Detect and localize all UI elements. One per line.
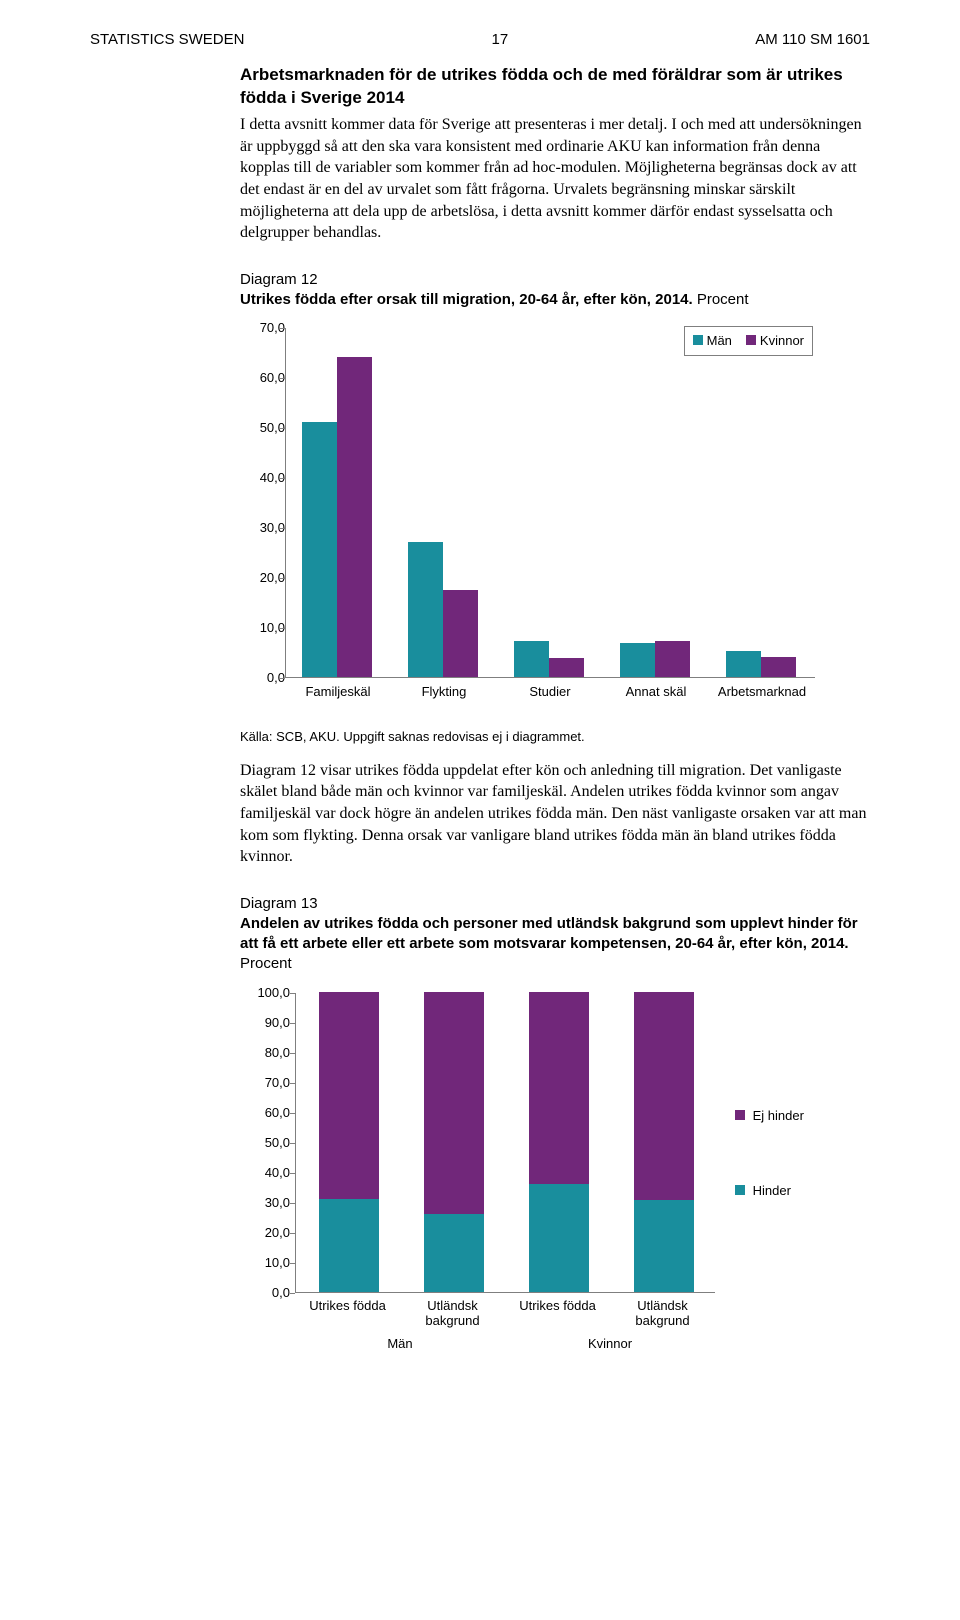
segment-ej-hinder	[529, 992, 589, 1184]
segment-hinder	[424, 1214, 484, 1292]
section-title: Arbetsmarknaden för de utrikes födda och…	[240, 64, 870, 110]
y-tick-label: 40,0	[245, 469, 285, 487]
y-tick-label: 60,0	[245, 1104, 290, 1122]
stacked-bar	[634, 992, 694, 1292]
bar-men	[408, 542, 443, 677]
y-tick-label: 0,0	[245, 1284, 290, 1302]
y-tick-label: 80,0	[245, 1044, 290, 1062]
stacked-bar	[319, 992, 379, 1292]
segment-hinder	[634, 1200, 694, 1292]
diagram13-chart: Ej hinder Hinder 0,0 10,0 20,0 30,0 40,0 50,0…	[240, 983, 840, 1383]
diagram13-title-rest: Procent	[240, 955, 292, 972]
y-tick-label: 30,0	[245, 519, 285, 537]
y-tick-label: 10,0	[245, 619, 285, 637]
diagram13-title-bold: Andelen av utrikes födda och personer me…	[240, 915, 858, 952]
bar-women	[443, 590, 478, 678]
legend-item-women: Kvinnor	[746, 332, 804, 350]
x-group-label: Kvinnor	[505, 1335, 715, 1353]
x-category-label: Flykting	[391, 683, 497, 701]
y-tick-label: 60,0	[245, 369, 285, 387]
y-tick-label: 100,0	[245, 984, 290, 1002]
x-category-label: Utrikes födda	[505, 1298, 610, 1314]
stacked-bar	[529, 992, 589, 1292]
bar-men	[620, 643, 655, 677]
diagram12-chart: Män Kvinnor 0,0 10,0 20,0 30,0 40,0 50,0 60,0 7…	[240, 318, 825, 718]
segment-ej-hinder	[319, 992, 379, 1199]
bar-women	[337, 357, 372, 677]
x-category-label: Utländskbakgrund	[610, 1298, 715, 1329]
diagram12-title-bold: Utrikes födda efter orsak till migration…	[240, 291, 693, 308]
segment-hinder	[319, 1199, 379, 1292]
legend-item-ej-hinder: Ej hinder	[735, 1107, 804, 1125]
y-tick-label: 70,0	[245, 1074, 290, 1092]
diagram12-title: Utrikes födda efter orsak till migration…	[240, 290, 870, 310]
page-header: STATISTICS SWEDEN 17 AM 110 SM 1601	[90, 30, 870, 50]
x-group-label: Män	[295, 1335, 505, 1353]
diagram12-plot	[285, 328, 815, 678]
stacked-bar	[424, 992, 484, 1292]
y-tick-label: 90,0	[245, 1014, 290, 1032]
y-tick-label: 0,0	[245, 669, 285, 687]
x-category-label: Studier	[497, 683, 603, 701]
diagram13-plot	[295, 993, 715, 1293]
x-category-label: Utländskbakgrund	[400, 1298, 505, 1329]
y-tick-label: 20,0	[245, 569, 285, 587]
bar-men	[514, 641, 549, 678]
intro-paragraph: I detta avsnitt kommer data för Sverige …	[240, 114, 870, 244]
diagram13-title: Andelen av utrikes födda och personer me…	[240, 914, 870, 975]
x-category-label: Utrikes födda	[295, 1298, 400, 1314]
y-tick-label: 30,0	[245, 1194, 290, 1212]
y-tick-label: 70,0	[245, 319, 285, 337]
diagram13-legend-2: Hinder	[735, 1178, 791, 1204]
header-page-number: 17	[491, 30, 508, 50]
legend-item-hinder: Hinder	[735, 1182, 791, 1200]
diagram13-label: Diagram 13	[240, 894, 870, 914]
segment-ej-hinder	[424, 992, 484, 1214]
y-tick-label: 20,0	[245, 1224, 290, 1242]
bar-men	[302, 422, 337, 677]
diagram12-label: Diagram 12	[240, 270, 870, 290]
x-category-label: Familjeskäl	[285, 683, 391, 701]
header-right: AM 110 SM 1601	[755, 30, 870, 50]
y-tick-label: 40,0	[245, 1164, 290, 1182]
bar-men	[726, 651, 761, 677]
y-tick-label: 10,0	[245, 1254, 290, 1272]
bar-women	[761, 657, 796, 678]
bar-women	[549, 658, 584, 677]
bar-women	[655, 641, 690, 677]
y-tick-label: 50,0	[245, 419, 285, 437]
diagram12-source: Källa: SCB, AKU. Uppgift saknas redovisa…	[240, 728, 870, 746]
diagram13-legend: Ej hinder	[735, 1103, 804, 1129]
segment-ej-hinder	[634, 992, 694, 1201]
segment-hinder	[529, 1184, 589, 1292]
y-tick-label: 50,0	[245, 1134, 290, 1152]
diagram12-legend: Män Kvinnor	[684, 326, 813, 356]
x-category-label: Arbetsmarknad	[709, 683, 815, 701]
diagram12-description: Diagram 12 visar utrikes födda uppdelat …	[240, 760, 870, 868]
legend-item-men: Män	[693, 332, 732, 350]
x-category-label: Annat skäl	[603, 683, 709, 701]
header-left: STATISTICS SWEDEN	[90, 30, 244, 50]
diagram12-title-rest: Procent	[693, 291, 749, 308]
